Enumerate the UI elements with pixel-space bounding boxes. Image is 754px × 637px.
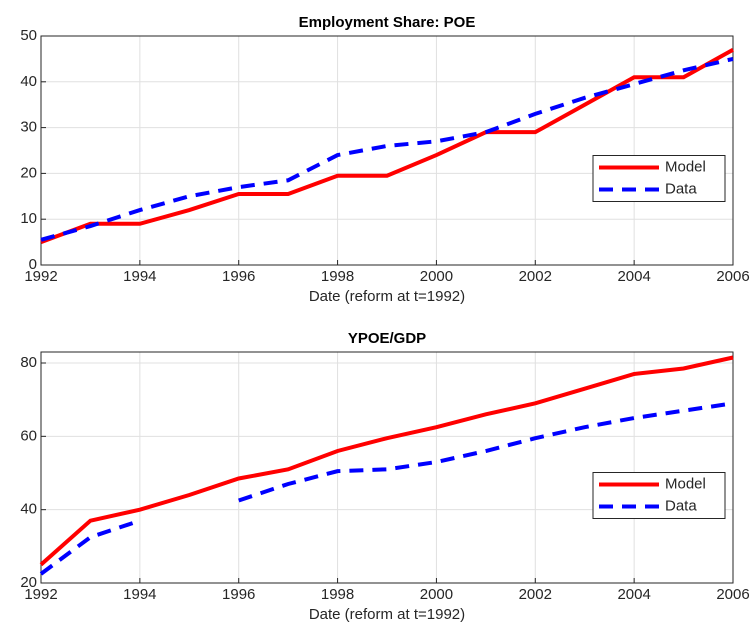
- x-tick-label: 2000: [420, 268, 453, 285]
- series-line: [40, 47, 734, 244]
- axes-box: [40, 35, 734, 266]
- x-tick-label: 1996: [222, 586, 255, 603]
- y-tick-label: 40: [20, 501, 37, 518]
- x-tick-label: 2006: [716, 268, 749, 285]
- chart-title: YPOE/GDP: [348, 330, 426, 347]
- y-tick-label: 10: [20, 210, 37, 227]
- x-tick-label: 1998: [321, 586, 354, 603]
- x-tick-label: 1992: [24, 268, 57, 285]
- x-axis-label: Date (reform at t=1992): [309, 288, 465, 305]
- x-tick-label: 1996: [222, 268, 255, 285]
- y-tick-label: 30: [20, 119, 37, 136]
- axes-box: [40, 351, 734, 584]
- series-line: [39, 401, 734, 576]
- y-tick-label: 60: [20, 427, 37, 444]
- x-tick-label: 2002: [519, 586, 552, 603]
- legend-label: Model: [665, 475, 706, 492]
- series-line: [39, 355, 734, 567]
- y-tick-label: 40: [20, 73, 37, 90]
- y-tick-label: 0: [29, 256, 37, 273]
- legend-label: Data: [665, 180, 697, 197]
- legend-box: [592, 155, 726, 202]
- legend-label: Model: [665, 158, 706, 175]
- plot-area: [41, 36, 733, 265]
- y-tick-label: 80: [20, 354, 37, 371]
- series-line: [40, 56, 734, 242]
- x-tick-label: 1992: [24, 586, 57, 603]
- x-tick-label: 1994: [123, 268, 156, 285]
- x-tick-label: 2004: [617, 268, 650, 285]
- x-axis-label: Date (reform at t=1992): [309, 606, 465, 623]
- x-tick-label: 1998: [321, 268, 354, 285]
- legend-box: [592, 472, 726, 519]
- x-tick-label: 2004: [617, 586, 650, 603]
- y-tick-label: 20: [20, 164, 37, 181]
- y-tick-label: 20: [20, 574, 37, 591]
- chart-title: Employment Share: POE: [299, 14, 476, 31]
- x-tick-label: 2002: [519, 268, 552, 285]
- plot-area: [41, 352, 733, 583]
- legend-label: Data: [665, 497, 697, 514]
- x-tick-label: 2000: [420, 586, 453, 603]
- x-tick-label: 2006: [716, 586, 749, 603]
- y-tick-label: 50: [20, 27, 37, 44]
- x-tick-label: 1994: [123, 586, 156, 603]
